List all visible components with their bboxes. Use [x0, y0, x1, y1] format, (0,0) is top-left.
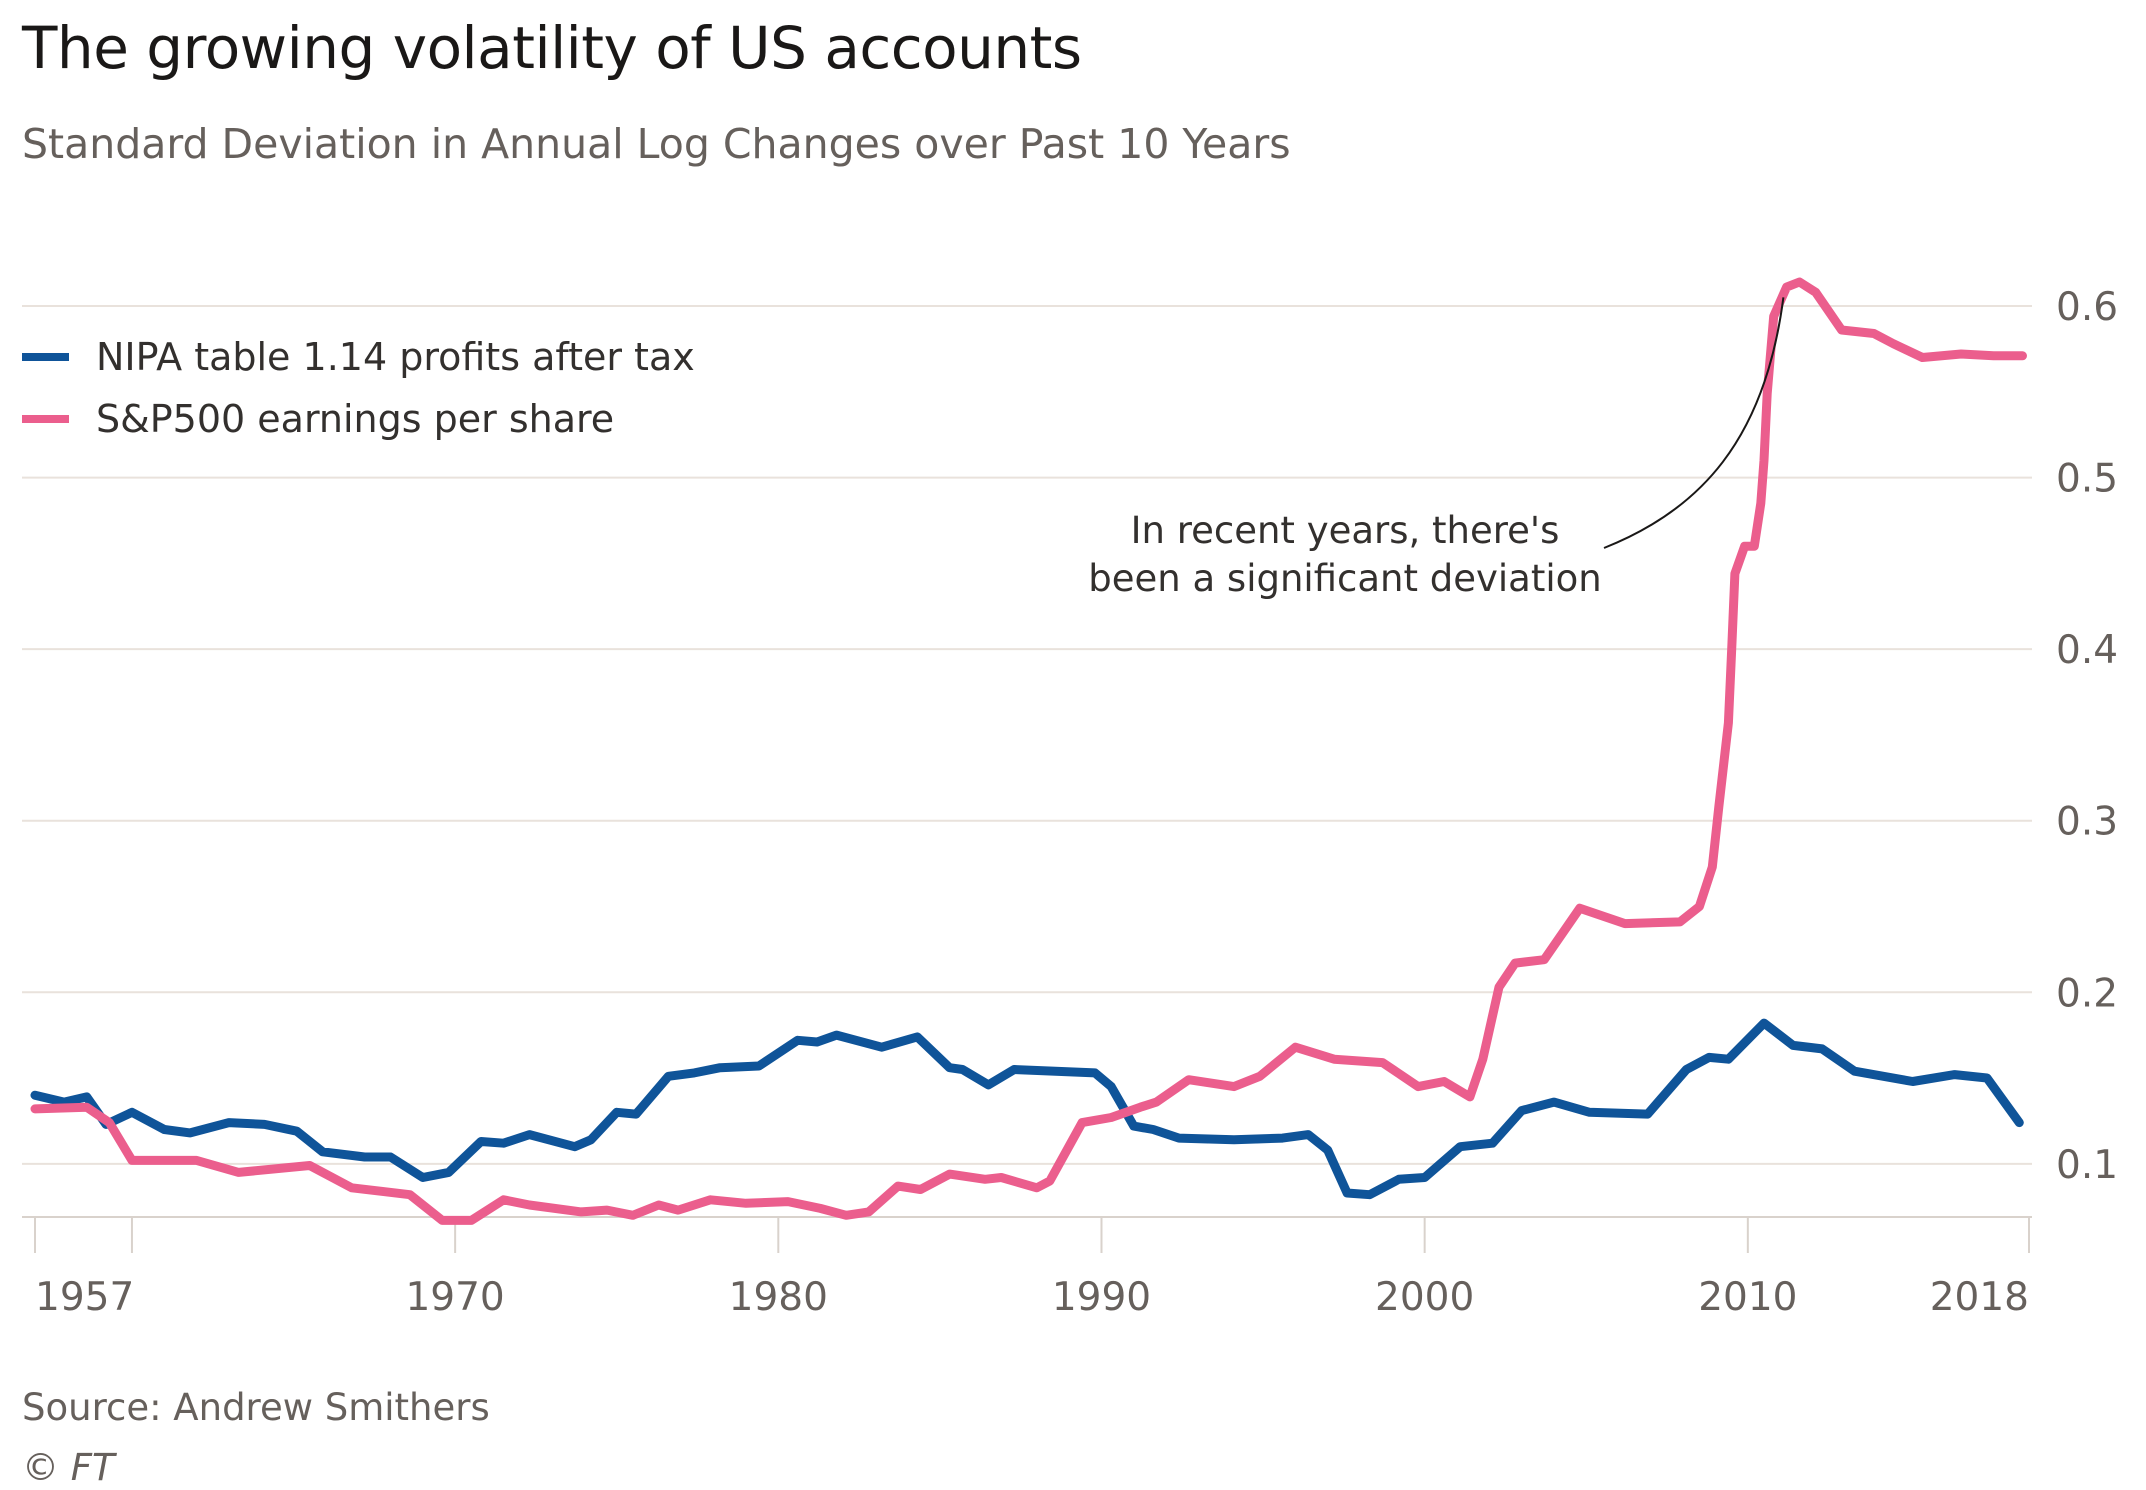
x-tick-label: 2000: [1375, 1275, 1474, 1320]
legend-item-nipa: NIPA table 1.14 profits after tax: [22, 326, 695, 388]
x-tick-label: 1957: [35, 1275, 134, 1320]
series-line-sp500: [30, 277, 2027, 1225]
copyright-note: © FT: [22, 1446, 115, 1489]
y-tick-label: 0.6: [2056, 285, 2118, 330]
source-note: Source: Andrew Smithers: [22, 1386, 490, 1429]
x-tick-label: 1980: [729, 1275, 828, 1320]
legend-item-sp500: S&P500 earnings per share: [22, 388, 695, 450]
legend-swatch-nipa: [22, 353, 69, 361]
series-line-nipa: [30, 1018, 2024, 1200]
annotation-text: been a significant deviation: [1088, 557, 1601, 600]
annotation-text: In recent years, there's: [1131, 509, 1560, 552]
y-tick-label: 0.2: [2056, 971, 2118, 1016]
x-tick-label: 1970: [405, 1275, 504, 1320]
annotation-leader-line: [1603, 297, 1785, 549]
legend-label-sp500: S&P500 earnings per share: [96, 397, 615, 441]
annotations: In recent years, there's been a significa…: [1088, 297, 1785, 600]
y-tick-label: 0.3: [2056, 800, 2118, 845]
x-tick-label: 2010: [1698, 1275, 1797, 1320]
legend-label-nipa: NIPA table 1.14 profits after tax: [96, 335, 695, 379]
legend-swatch-sp500: [22, 415, 69, 423]
legend: NIPA table 1.14 profits after tax S&P500…: [22, 326, 695, 450]
chart-title: The growing volatility of US accounts: [22, 14, 1082, 82]
y-tick-label: 0.4: [2056, 628, 2118, 673]
series-lines: [30, 277, 2027, 1225]
y-tick-label: 0.1: [2056, 1143, 2118, 1188]
x-axis: 1957 1970 1980 1990 2000 2010 2018: [22, 1216, 2032, 1320]
y-axis: 0.1 0.2 0.3 0.4 0.5 0.6: [2056, 285, 2118, 1188]
gridlines: [22, 305, 2032, 1165]
y-tick-label: 0.5: [2056, 457, 2118, 502]
chart-subtitle: Standard Deviation in Annual Log Changes…: [22, 120, 1291, 168]
x-tick-label: 2018: [1930, 1275, 2029, 1320]
x-tick-label: 1990: [1052, 1275, 1151, 1320]
